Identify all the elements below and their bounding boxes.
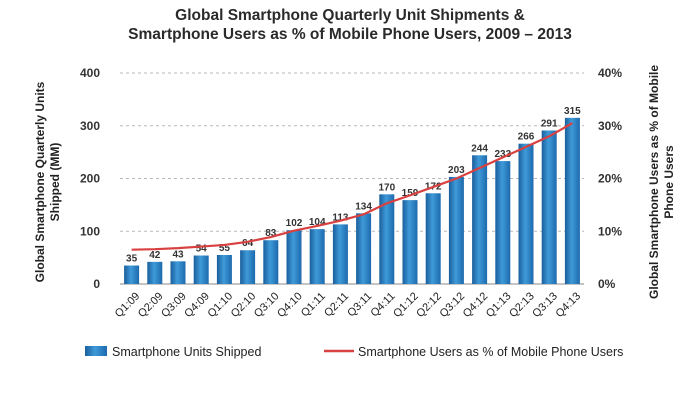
bar-value-label: 55: [219, 243, 231, 254]
left-tick-label: 0: [93, 277, 100, 291]
x-tick-label: Q2:10: [229, 290, 259, 320]
x-tick-label: Q2:13: [507, 290, 537, 320]
legend-label-users: Smartphone Users as % of Mobile Phone Us…: [358, 345, 623, 359]
bar-value-label: 159: [402, 188, 419, 199]
x-tick-label: Q3:10: [252, 290, 282, 320]
bar: [147, 261, 163, 284]
bar: [379, 194, 395, 284]
gridlines: [120, 72, 584, 285]
bar: [286, 230, 302, 284]
x-axis-ticks: Q1:09Q2:09Q3:09Q4:09Q1:10Q2:10Q3:10Q4:10…: [113, 290, 583, 320]
left-tick-label: 100: [80, 224, 100, 238]
x-tick-label: Q4:12: [461, 290, 491, 320]
left-axis-ticks: 0 100 200 300 400: [80, 66, 100, 291]
bar-value-label: 43: [172, 249, 184, 260]
left-axis-label-line-1: Global Smartphone Quarterly Units: [33, 81, 47, 282]
bar-value-label: 203: [448, 165, 465, 176]
left-tick-label: 200: [80, 172, 100, 186]
bar: [402, 200, 418, 284]
x-tick-label: Q4:09: [182, 290, 212, 320]
right-tick-label: 0%: [598, 277, 616, 291]
bar-value-label: 170: [378, 182, 395, 193]
bar: [356, 213, 372, 284]
right-axis-label-line-1: Global Smartphone Users as % of Mobile: [647, 65, 661, 299]
legend-bar-swatch: [85, 346, 107, 356]
bar-value-label: 134: [355, 201, 372, 212]
bar: [216, 254, 232, 284]
bar: [309, 229, 325, 284]
bar-value-label: 233: [494, 149, 511, 160]
x-tick-label: Q3:09: [159, 290, 189, 320]
x-tick-label: Q3:13: [530, 290, 560, 320]
bar: [240, 250, 256, 284]
bar-series: [124, 117, 580, 285]
bar: [263, 240, 279, 284]
x-tick-label: Q2:11: [322, 290, 351, 319]
bar: [124, 265, 140, 284]
bar: [170, 261, 186, 284]
right-axis-ticks: 0% 10% 20% 30% 40%: [598, 66, 622, 291]
right-tick-label: 40%: [598, 66, 622, 80]
bar-value-label: 42: [149, 250, 161, 261]
chart-title: Global Smartphone Quarterly Unit Shipmen…: [0, 6, 700, 44]
left-axis-label-line-2: Shipped (MM): [48, 143, 62, 222]
bar-value-label: 102: [286, 218, 303, 229]
bar: [425, 193, 441, 284]
bar-value-label: 35: [126, 254, 138, 265]
x-tick-label: Q3:11: [345, 290, 374, 319]
legend-label-units: Smartphone Units Shipped: [112, 345, 261, 359]
users-percent-line: [131, 122, 573, 251]
left-tick-label: 300: [80, 119, 100, 133]
x-tick-label: Q4:10: [275, 290, 305, 320]
x-tick-label: Q1:12: [391, 290, 421, 320]
x-tick-label: Q4:13: [554, 290, 584, 320]
left-tick-label: 400: [80, 66, 100, 80]
x-tick-label: Q3:12: [438, 290, 468, 320]
bar-value-label: 64: [242, 238, 254, 249]
right-tick-label: 10%: [598, 224, 622, 238]
chart-title-line-2: Smartphone Users as % of Mobile Phone Us…: [128, 26, 572, 43]
x-tick-label: Q2:12: [414, 290, 444, 320]
right-tick-label: 30%: [598, 119, 622, 133]
right-axis-label-line-2: Phone Users: [662, 145, 676, 219]
chart-title-line-1: Global Smartphone Quarterly Unit Shipmen…: [175, 7, 525, 24]
bar: [448, 176, 464, 284]
bar-value-label: 54: [196, 244, 208, 255]
bar-value-label: 104: [309, 217, 326, 228]
bar-value-label: 315: [564, 106, 581, 117]
x-tick-label: Q1:13: [484, 290, 514, 320]
bar-value-label: 244: [471, 143, 488, 154]
x-tick-label: Q1:10: [206, 290, 236, 320]
bar-value-label: 113: [332, 212, 349, 223]
x-tick-label: Q4:11: [368, 290, 397, 319]
bar: [541, 130, 557, 284]
x-tick-label: Q1:11: [299, 290, 328, 319]
bar: [518, 143, 534, 284]
bar-value-label: 266: [518, 132, 535, 143]
bar: [564, 117, 580, 285]
legend: Smartphone Units Shipped Smartphone User…: [85, 345, 623, 359]
line-series: [131, 122, 573, 251]
bar: [193, 255, 209, 284]
right-tick-label: 20%: [598, 172, 622, 186]
bar: [495, 161, 511, 284]
bar-value-label: 83: [265, 228, 277, 239]
x-tick-label: Q1:09: [113, 290, 143, 320]
x-tick-label: Q2:09: [136, 290, 166, 320]
bar: [472, 155, 488, 284]
bar-value-label: 291: [541, 118, 558, 129]
bar: [332, 224, 348, 284]
